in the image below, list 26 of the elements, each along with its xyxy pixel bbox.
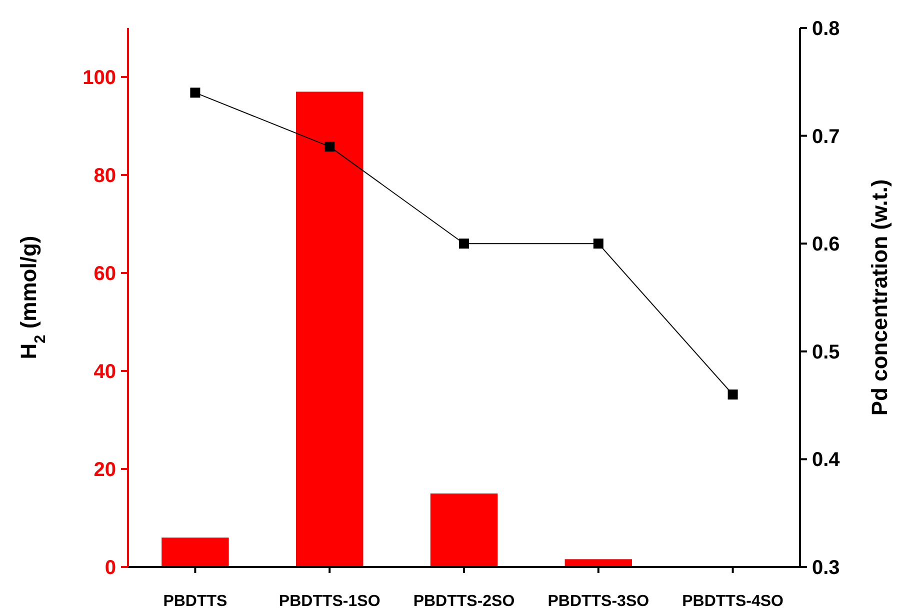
bar: [296, 92, 364, 567]
y-tick-label: 80: [94, 165, 116, 187]
x-tick-label: PBDTTS-3SO: [548, 593, 650, 610]
x-tick-label: PBDTTS-2SO: [413, 593, 515, 610]
y2-tick-label: 0.3: [812, 557, 840, 579]
x-tick-label: PBDTTS: [163, 593, 228, 610]
y2-axis-title: Pd concentration (w.t.): [867, 179, 892, 416]
y-tick-label: 60: [94, 263, 116, 285]
point: [190, 88, 200, 98]
y2-tick-label: 0.4: [812, 449, 841, 472]
point: [324, 142, 335, 152]
point: [459, 238, 469, 249]
y2-tick-label: 0.7: [812, 126, 840, 148]
y2-tick-label: 0.5: [812, 341, 840, 364]
y-tick-label: 0: [104, 557, 116, 579]
y2-tick-label: 0.6: [812, 234, 840, 256]
y2-tick-label: 0.8: [812, 18, 840, 40]
point: [593, 238, 604, 249]
y-tick-label: 20: [94, 459, 116, 481]
y-tick-label: 40: [94, 361, 116, 383]
bar: [162, 538, 229, 567]
bar: [430, 494, 498, 567]
x-tick-label: PBDTTS-4SO: [682, 593, 784, 610]
point: [728, 390, 738, 400]
y-tick-label: 100: [82, 67, 116, 89]
x-tick-label: PBDTTS-1SO: [278, 593, 380, 610]
